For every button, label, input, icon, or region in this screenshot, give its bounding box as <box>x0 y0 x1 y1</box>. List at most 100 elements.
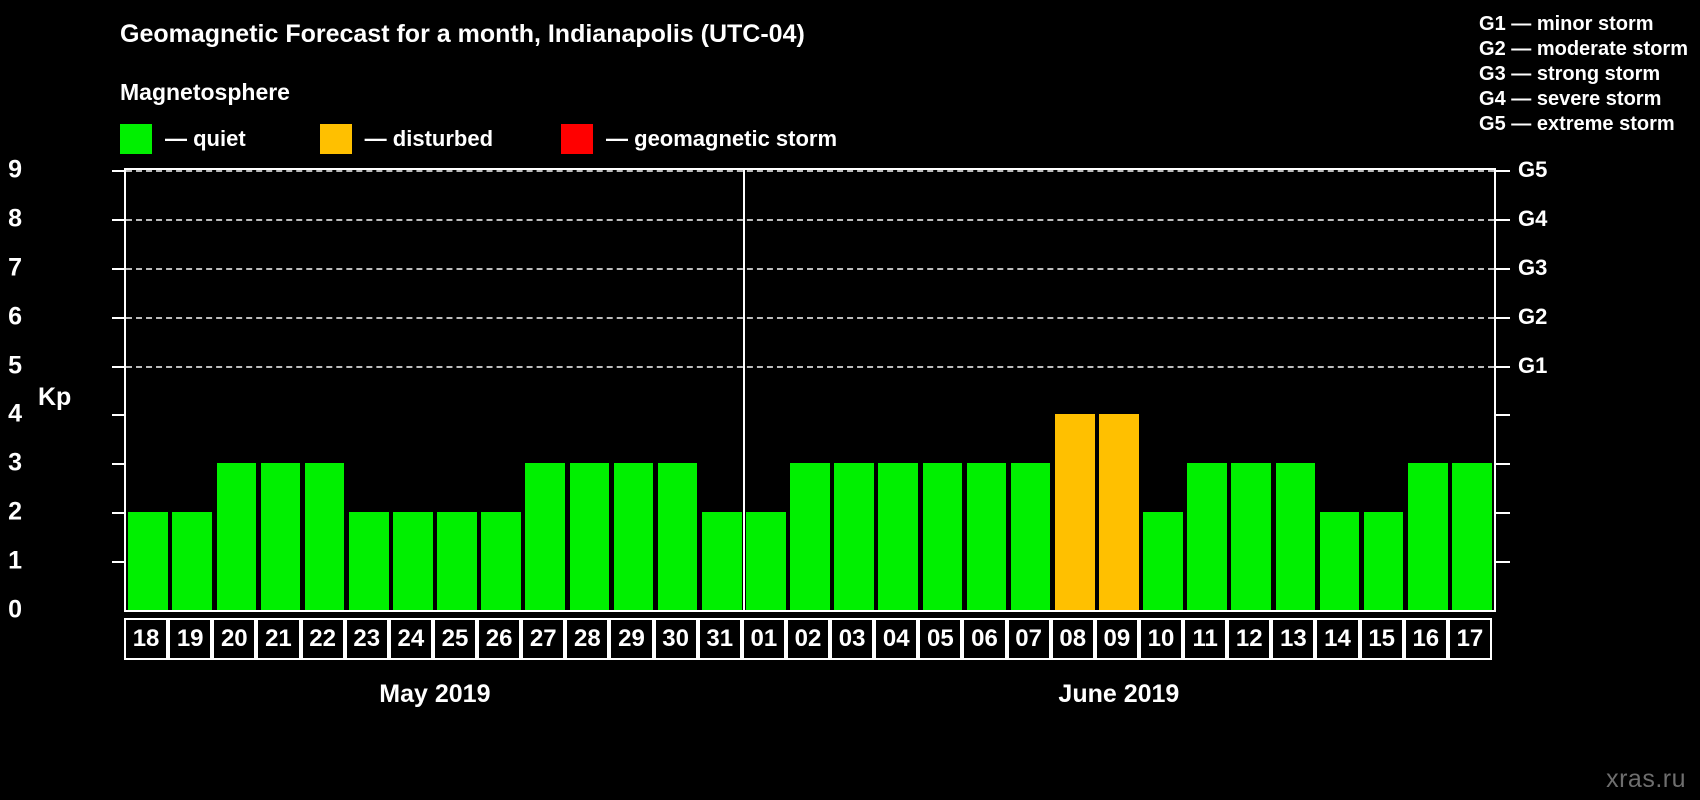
day-label-10[interactable]: 10 <box>1138 618 1184 660</box>
bar-day-14[interactable] <box>1319 512 1360 610</box>
y-tick-mark-4 <box>112 414 124 417</box>
bar-day-04[interactable] <box>878 463 919 610</box>
bar-day-31[interactable] <box>701 512 742 610</box>
y-tick-mark-5 <box>112 365 124 368</box>
g-scale-line-g2: G2 — moderate storm <box>1479 38 1688 60</box>
bar-day-21[interactable] <box>260 463 301 610</box>
day-label-06[interactable]: 06 <box>962 618 1007 660</box>
y-tick-mark-6 <box>112 316 124 319</box>
day-label-01[interactable]: 01 <box>741 618 786 660</box>
day-label-29[interactable]: 29 <box>609 618 654 660</box>
red-square-icon <box>561 124 594 154</box>
day-label-25[interactable]: 25 <box>432 618 478 660</box>
g-tick-mark-kp-3 <box>1496 463 1510 466</box>
gridline-kp-9 <box>126 170 1494 172</box>
bar-day-12[interactable] <box>1231 463 1272 610</box>
day-label-26[interactable]: 26 <box>477 618 522 660</box>
day-label-07[interactable]: 07 <box>1006 618 1051 660</box>
bar-day-18[interactable] <box>128 512 168 610</box>
bar-day-17[interactable] <box>1452 463 1492 610</box>
day-label-02[interactable]: 02 <box>785 618 831 660</box>
bar-day-15[interactable] <box>1363 512 1404 610</box>
day-label-31[interactable]: 31 <box>697 618 742 660</box>
y-tick-label-6: 6 <box>8 302 22 331</box>
bar-day-01[interactable] <box>746 512 786 610</box>
bar-day-02[interactable] <box>790 463 830 610</box>
day-label-21[interactable]: 21 <box>256 618 301 660</box>
magnetosphere-section-label: Magnetosphere <box>120 79 290 105</box>
bar-day-27[interactable] <box>525 463 566 610</box>
y-tick-label-9: 9 <box>8 155 22 184</box>
day-label-18[interactable]: 18 <box>124 618 169 660</box>
bar-day-05[interactable] <box>922 463 963 610</box>
day-label-23[interactable]: 23 <box>344 618 389 660</box>
gridline-kp-5 <box>126 365 1494 368</box>
day-label-09[interactable]: 09 <box>1094 618 1139 660</box>
g-tick-label-g4: G4 <box>1518 205 1548 231</box>
bar-day-23[interactable] <box>348 512 389 610</box>
watermark: xras.ru <box>1606 765 1686 793</box>
y-tick-mark-7 <box>112 267 124 270</box>
bar-day-26[interactable] <box>481 512 521 610</box>
bar-day-19[interactable] <box>172 512 212 610</box>
day-label-11[interactable]: 11 <box>1183 618 1228 660</box>
g-tick-label-g5: G5 <box>1518 157 1548 182</box>
g-tick-mark-g2 <box>1496 316 1510 319</box>
y-tick-mark-9 <box>112 170 124 172</box>
g-tick-label-g3: G3 <box>1518 254 1548 280</box>
y-axis-label: Kp <box>38 383 72 411</box>
g-tick-mark-kp-1 <box>1496 561 1510 564</box>
day-label-12[interactable]: 12 <box>1227 618 1272 660</box>
bar-day-29[interactable] <box>613 463 654 610</box>
g-scale-line-g5: G5 — extreme storm <box>1479 113 1675 135</box>
bar-day-08[interactable] <box>1054 414 1095 610</box>
month-caption-may: May 2019 <box>379 680 491 708</box>
day-label-19[interactable]: 19 <box>168 618 213 660</box>
day-label-08[interactable]: 08 <box>1050 618 1095 660</box>
bar-day-24[interactable] <box>393 512 433 610</box>
legend-entry-disturbed: — disturbed <box>319 123 494 155</box>
y-tick-mark-8 <box>112 218 124 221</box>
day-label-27[interactable]: 27 <box>521 618 566 660</box>
gridline-kp-6 <box>126 316 1494 319</box>
color-legend: — quiet — disturbed — geomagnetic storm <box>120 123 837 155</box>
day-label-22[interactable]: 22 <box>300 618 345 660</box>
day-label-14[interactable]: 14 <box>1315 618 1360 660</box>
y-tick-label-5: 5 <box>8 351 22 380</box>
day-label-04[interactable]: 04 <box>874 618 919 660</box>
bar-day-06[interactable] <box>966 463 1007 610</box>
bar-day-11[interactable] <box>1187 463 1227 610</box>
green-square-icon <box>120 124 152 154</box>
day-label-17[interactable]: 17 <box>1447 618 1492 660</box>
bar-day-22[interactable] <box>304 463 345 610</box>
bar-day-10[interactable] <box>1143 512 1183 610</box>
y-tick-mark-2 <box>112 512 124 515</box>
day-label-28[interactable]: 28 <box>565 618 610 660</box>
y-tick-label-8: 8 <box>8 204 22 233</box>
bar-day-13[interactable] <box>1275 463 1316 610</box>
day-label-16[interactable]: 16 <box>1403 618 1448 660</box>
day-label-13[interactable]: 13 <box>1271 618 1316 660</box>
day-label-15[interactable]: 15 <box>1359 618 1404 660</box>
bar-day-16[interactable] <box>1407 463 1448 610</box>
g-tick-mark-kp-2 <box>1496 512 1510 515</box>
bar-day-20[interactable] <box>216 463 257 610</box>
day-label-24[interactable]: 24 <box>388 618 433 660</box>
bar-day-25[interactable] <box>437 512 477 610</box>
day-label-30[interactable]: 30 <box>653 618 698 660</box>
g-tick-label-g1: G1 <box>1518 352 1548 378</box>
legend-label-quiet: — quiet <box>165 126 246 151</box>
orange-square-icon <box>319 124 352 154</box>
legend-entry-quiet: — quiet <box>120 123 246 155</box>
plot-inner <box>126 170 1494 610</box>
day-label-05[interactable]: 05 <box>918 618 963 660</box>
day-label-03[interactable]: 03 <box>830 618 875 660</box>
g-tick-label-g2: G2 <box>1518 303 1548 329</box>
bar-day-07[interactable] <box>1010 463 1051 610</box>
legend-label-disturbed: — disturbed <box>364 126 494 151</box>
day-label-20[interactable]: 20 <box>212 618 257 660</box>
bar-day-09[interactable] <box>1099 414 1139 610</box>
bar-day-03[interactable] <box>834 463 874 610</box>
bar-day-28[interactable] <box>569 463 610 610</box>
bar-day-30[interactable] <box>657 463 698 610</box>
